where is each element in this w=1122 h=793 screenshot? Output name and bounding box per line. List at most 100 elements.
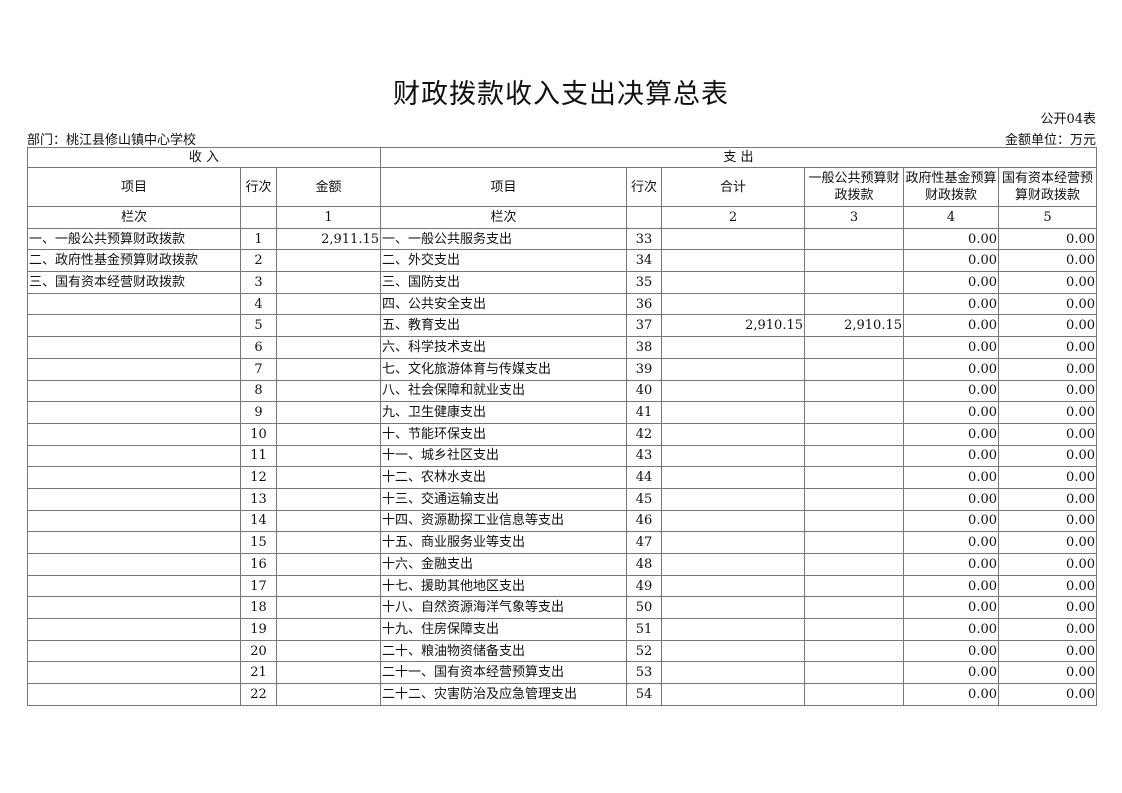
- income-item: 三、国有资本经营财政拨款: [27, 271, 241, 294]
- income-item: [27, 639, 241, 663]
- expense-item: 五、教育支出: [380, 314, 627, 338]
- income-row-no: 21: [240, 661, 277, 685]
- income-row-no: 2: [240, 249, 277, 273]
- general-amount: [804, 553, 904, 576]
- income-item: [27, 422, 241, 446]
- income-amount: [276, 444, 381, 468]
- income-row-no: 22: [240, 683, 277, 706]
- income-amount: [276, 574, 381, 598]
- expense-row-no: 37: [626, 314, 662, 338]
- expense-item: 十、节能环保支出: [380, 422, 627, 446]
- expense-item: 十七、援助其他地区支出: [380, 574, 627, 598]
- gov-fund-amount: 0.00: [903, 661, 999, 685]
- income-amount: 2,911.15: [276, 227, 381, 251]
- general-amount: [804, 444, 904, 468]
- income-amount: [276, 336, 381, 359]
- gov-fund-amount: 0.00: [903, 379, 999, 403]
- gov-fund-amount: 0.00: [903, 227, 999, 251]
- expense-item-header: 项目: [380, 167, 627, 207]
- total-amount: [661, 401, 805, 424]
- state-capital-amount: 0.00: [998, 574, 1097, 598]
- income-row-no: 1: [240, 227, 277, 251]
- table-row: 13 十三、交通运输支出 45 0.00 0.00: [27, 487, 1097, 511]
- table-row: 10 十、节能环保支出 42 0.00 0.00: [27, 422, 1097, 446]
- total-amount: [661, 379, 805, 403]
- general-amount: [804, 422, 904, 446]
- income-amount: [276, 379, 381, 403]
- empty-cell: [626, 206, 662, 229]
- gov-fund-amount: 0.00: [903, 466, 999, 489]
- income-amount: [276, 357, 381, 381]
- general-amount: [804, 357, 904, 381]
- general-amount: [804, 249, 904, 273]
- income-amount: [276, 271, 381, 294]
- expense-row-no: 40: [626, 379, 662, 403]
- income-row-no: 19: [240, 618, 277, 641]
- general-amount: [804, 401, 904, 424]
- state-capital-amount: 0.00: [998, 596, 1097, 620]
- state-capital-amount: 0.00: [998, 509, 1097, 533]
- table-row: 二、政府性基金预算财政拨款 2 二、外交支出 34 0.00 0.00: [27, 249, 1097, 273]
- expense-item: 二十、粮油物资储备支出: [380, 639, 627, 663]
- income-row-no: 17: [240, 574, 277, 598]
- income-row-no: 7: [240, 357, 277, 381]
- total-amount: [661, 618, 805, 641]
- amount-header: 金额: [276, 167, 381, 207]
- table-row: 4 四、公共安全支出 36 0.00 0.00: [27, 292, 1097, 316]
- general-amount: [804, 639, 904, 663]
- gov-fund-amount: 0.00: [903, 292, 999, 316]
- total-amount: [661, 683, 805, 706]
- income-item: [27, 531, 241, 554]
- total-amount: [661, 574, 805, 598]
- general-amount: [804, 379, 904, 403]
- income-item: [27, 401, 241, 424]
- income-row-no: 4: [240, 292, 277, 316]
- total-amount: [661, 422, 805, 446]
- expense-row-no: 52: [626, 639, 662, 663]
- expense-item: 四、公共安全支出: [380, 292, 627, 316]
- table-row: 5 五、教育支出 37 2,910.15 2,910.15 0.00 0.00: [27, 314, 1097, 338]
- total-amount: [661, 596, 805, 620]
- gov-fund-amount: 0.00: [903, 336, 999, 359]
- empty-cell: [240, 206, 277, 229]
- total-amount: [661, 531, 805, 554]
- page-title: 财政拨款收入支出决算总表: [393, 79, 729, 110]
- table-row: 12 十二、农林水支出 44 0.00 0.00: [27, 466, 1097, 489]
- table-row: 一、一般公共预算财政拨款 1 2,911.15 一、一般公共服务支出 33 0.00 0.0…: [27, 227, 1097, 251]
- income-item: [27, 487, 241, 511]
- income-amount: [276, 314, 381, 338]
- general-amount: [804, 487, 904, 511]
- table-row: 6 六、科学技术支出 38 0.00 0.00: [27, 336, 1097, 359]
- gov-fund-amount: 0.00: [903, 509, 999, 533]
- income-amount: [276, 487, 381, 511]
- gov-fund-header: 政府性基金预算财政拨款: [903, 167, 999, 207]
- income-amount: [276, 466, 381, 489]
- state-capital-amount: 0.00: [998, 401, 1097, 424]
- general-amount: [804, 336, 904, 359]
- income-row-no: 3: [240, 271, 277, 294]
- total-amount: 2,910.15: [661, 314, 805, 338]
- total-amount: [661, 271, 805, 294]
- income-row-no: 8: [240, 379, 277, 403]
- income-row-no: 9: [240, 401, 277, 424]
- general-amount: [804, 618, 904, 641]
- general-amount: [804, 292, 904, 316]
- unit-label: 金额单位：万元: [1004, 133, 1096, 148]
- income-row-no: 12: [240, 466, 277, 489]
- col-5: 5: [998, 206, 1097, 229]
- table-row: 9 九、卫生健康支出 41 0.00 0.00: [27, 401, 1097, 424]
- table-row: 16 十六、金融支出 48 0.00 0.00: [27, 553, 1097, 576]
- general-amount: 2,910.15: [804, 314, 904, 338]
- expense-row-no: 45: [626, 487, 662, 511]
- total-amount: [661, 249, 805, 273]
- income-row-no: 20: [240, 639, 277, 663]
- expense-item: 十三、交通运输支出: [380, 487, 627, 511]
- total-amount: [661, 466, 805, 489]
- income-item: [27, 292, 241, 316]
- income-item: [27, 379, 241, 403]
- income-item: [27, 574, 241, 598]
- expense-row-no: 49: [626, 574, 662, 598]
- gov-fund-amount: 0.00: [903, 574, 999, 598]
- expense-row-no: 34: [626, 249, 662, 273]
- col-1: 1: [276, 206, 381, 229]
